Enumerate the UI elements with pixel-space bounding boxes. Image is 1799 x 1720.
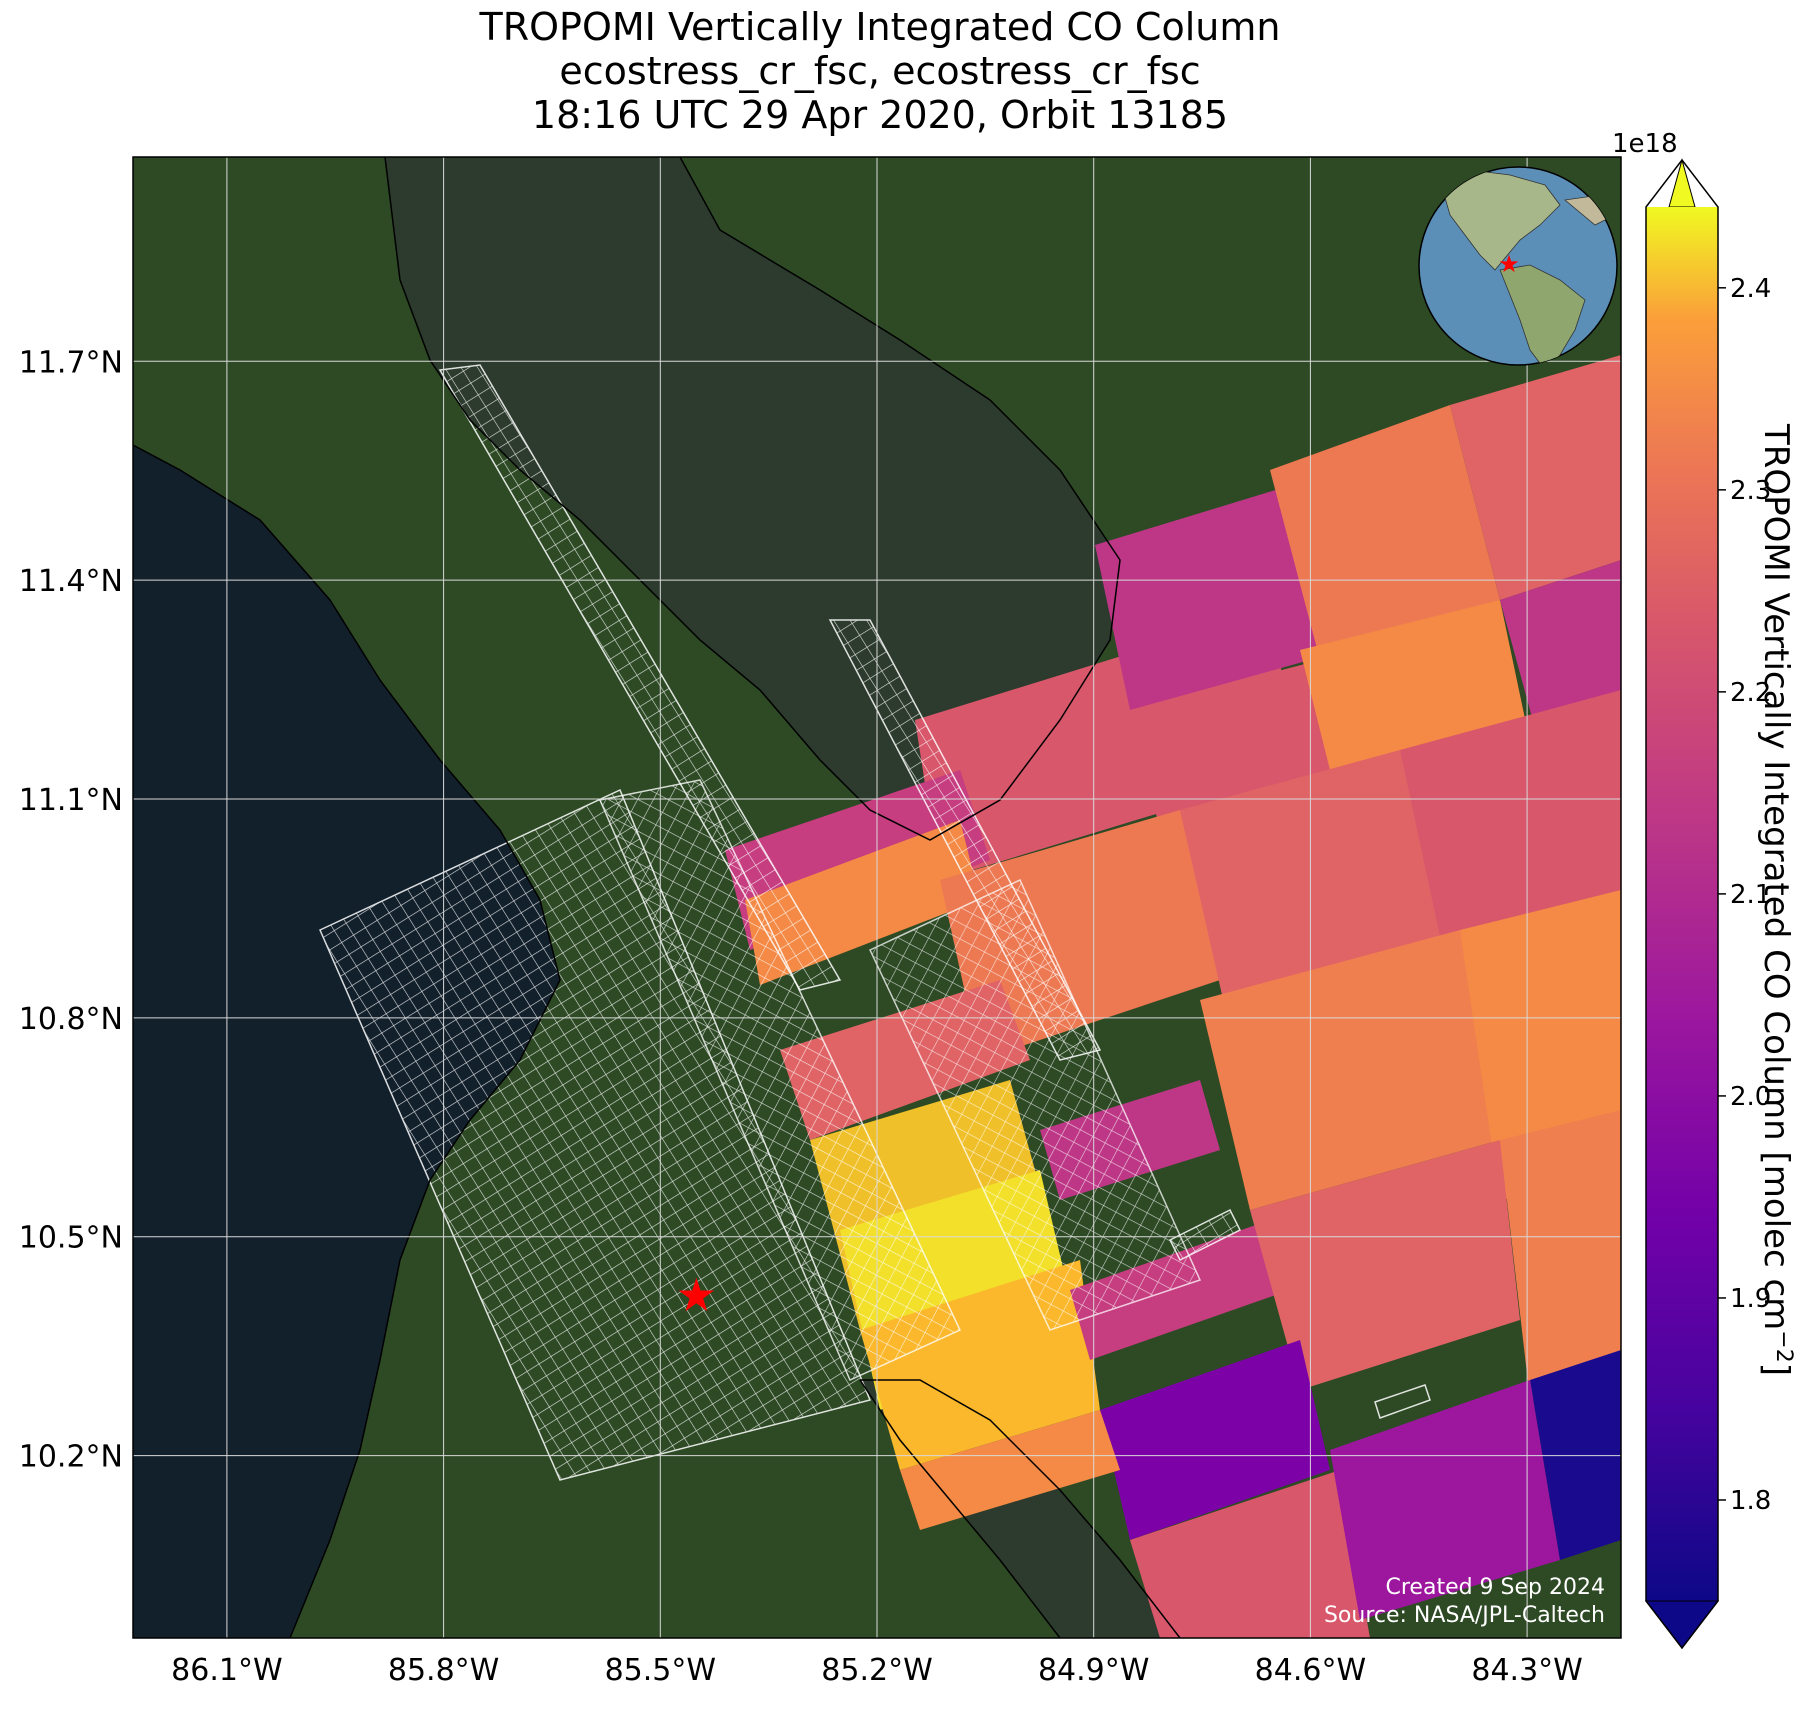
globe-south-america — [1499, 264, 1586, 365]
lat-tick-label: 11.1°N — [19, 783, 123, 818]
lon-tick-label: 84.6°W — [1255, 1653, 1366, 1688]
swath-footprint — [1168, 1208, 1242, 1262]
lat-tick-label: 10.8°N — [19, 1002, 123, 1037]
gulf-shoreline — [859, 1379, 1181, 1638]
co-pixel — [1330, 1380, 1560, 1620]
title-line-1: TROPOMI Vertically Integrated CO Column — [479, 5, 1281, 49]
lon-tick-label: 85.8°W — [388, 1653, 499, 1688]
colorbar-multiplier: 1e18 — [1612, 129, 1678, 159]
co-pixel — [1100, 1340, 1330, 1540]
lon-tick-label: 85.5°W — [605, 1653, 716, 1688]
colorbar-outline — [1645, 158, 1719, 1650]
map-area: ★ ★ Created 9 Sep 2024 Source: NASA/JPL-… — [133, 157, 1621, 1638]
lon-tick-label: 84.9°W — [1038, 1653, 1149, 1688]
colorbar-label-superscript: −2 — [1771, 1330, 1796, 1362]
lon-tick-label: 85.2°W — [821, 1653, 932, 1688]
co-pixel — [1250, 1140, 1520, 1390]
source-watermark: Source: NASA/JPL-Caltech — [1324, 1603, 1605, 1628]
created-watermark: Created 9 Sep 2024 — [1386, 1575, 1606, 1600]
lon-tick-label: 84.3°W — [1471, 1653, 1582, 1688]
colorbar-tick-label: 2.3 — [1730, 476, 1771, 506]
longitude-tick-labels: 86.1°W 85.8°W 85.5°W 85.2°W 84.9°W 84.6°W 84.3… — [171, 1653, 1583, 1688]
red-star-icon: ★ — [1498, 250, 1520, 278]
co-pixel — [1070, 1220, 1290, 1360]
lat-tick-label: 10.2°N — [19, 1440, 123, 1475]
co-pixel — [1450, 355, 1621, 600]
globe-north-america — [1439, 169, 1561, 271]
ecostress-swath-layer — [319, 364, 1431, 1481]
lat-tick-label: 11.4°N — [19, 564, 123, 599]
colorbar-tick-label: 1.8 — [1730, 1486, 1771, 1516]
co-pixel — [1530, 1350, 1621, 1560]
lake-area — [385, 157, 1120, 840]
co-pixel — [900, 1410, 1120, 1530]
title-line-2: ecostress_cr_fsc, ecostress_cr_fsc — [559, 49, 1201, 93]
co-pixel — [1200, 930, 1500, 1210]
colorbar-label-main: TROPOMI Vertically Integrated CO Column … — [1756, 423, 1796, 1330]
colorbar-ticks: 2.4 2.3 2.2 2.1 2.0 1.9 1.8 — [1718, 274, 1771, 1516]
colorbar-tick-label: 2.1 — [1730, 880, 1771, 910]
colorbar-label: TROPOMI Vertically Integrated CO Column … — [1756, 423, 1796, 1376]
swath-footprint — [868, 878, 1202, 1331]
colorbar-tick-label: 2.0 — [1730, 1082, 1771, 1112]
map-frame — [132, 156, 1622, 1639]
co-pixel — [1270, 405, 1500, 660]
title-line-3: 18:16 UTC 29 Apr 2020, Orbit 13185 — [531, 93, 1229, 137]
colorbar-extend-min — [1644, 1600, 1720, 1649]
colorbar-gradient — [1646, 207, 1718, 1601]
gridlines — [133, 157, 1621, 1638]
colorbar: 1e18 2.4 2.3 2.2 2.1 2.0 1.9 1.8 TROPOMI Verti… — [1612, 129, 1796, 1650]
latitude-tick-labels: 11.7°N 11.4°N 11.1°N 10.8°N 10.5°N 10.2°N — [19, 345, 123, 1474]
lake-shoreline — [384, 157, 1121, 841]
lon-tick-label: 86.1°W — [171, 1653, 282, 1688]
swath-footprint — [319, 788, 872, 1481]
co-pixel — [1500, 1110, 1621, 1400]
red-star-icon: ★ — [676, 1268, 717, 1322]
ocean-area — [133, 445, 560, 1638]
colorbar-tick-label: 1.9 — [1730, 1284, 1771, 1314]
colorbar-label-end: ] — [1756, 1363, 1796, 1376]
colorbar-tick-label: 2.2 — [1730, 678, 1771, 708]
colorbar-tick-label: 2.4 — [1730, 274, 1771, 304]
swath-footprint — [1374, 1384, 1431, 1419]
swath-footprint — [598, 779, 962, 1381]
lat-tick-label: 11.7°N — [19, 345, 123, 380]
coastline — [133, 444, 561, 1638]
colorbar-extend-max — [1668, 158, 1696, 208]
inset-globe: ★ — [1418, 166, 1618, 366]
lat-tick-label: 10.5°N — [19, 1221, 123, 1256]
